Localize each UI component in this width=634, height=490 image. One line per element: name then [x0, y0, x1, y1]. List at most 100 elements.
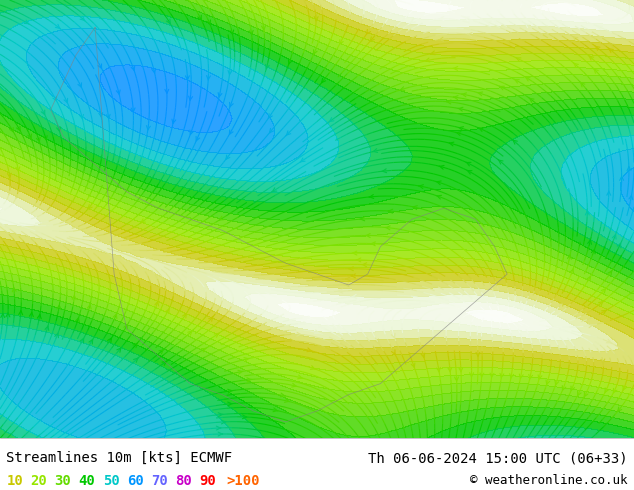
FancyArrowPatch shape	[459, 368, 463, 371]
FancyArrowPatch shape	[78, 83, 82, 87]
FancyArrowPatch shape	[516, 58, 521, 61]
FancyArrowPatch shape	[573, 37, 578, 41]
FancyArrowPatch shape	[286, 131, 290, 136]
FancyArrowPatch shape	[228, 402, 232, 406]
FancyArrowPatch shape	[462, 93, 467, 97]
FancyArrowPatch shape	[418, 185, 424, 189]
FancyArrowPatch shape	[410, 19, 415, 23]
FancyArrowPatch shape	[219, 216, 224, 220]
FancyArrowPatch shape	[117, 90, 120, 94]
FancyArrowPatch shape	[400, 87, 404, 91]
FancyArrowPatch shape	[6, 313, 10, 317]
FancyArrowPatch shape	[486, 21, 491, 25]
FancyArrowPatch shape	[134, 358, 139, 362]
Text: 20: 20	[30, 474, 47, 488]
FancyArrowPatch shape	[571, 386, 574, 391]
FancyArrowPatch shape	[328, 304, 333, 307]
FancyArrowPatch shape	[218, 413, 223, 416]
FancyArrowPatch shape	[629, 196, 633, 199]
FancyArrowPatch shape	[75, 318, 79, 322]
Text: 60: 60	[127, 474, 143, 488]
FancyArrowPatch shape	[391, 350, 395, 354]
FancyArrowPatch shape	[366, 29, 370, 34]
FancyArrowPatch shape	[1, 314, 4, 318]
FancyArrowPatch shape	[242, 415, 247, 419]
FancyArrowPatch shape	[585, 392, 588, 396]
FancyArrowPatch shape	[266, 65, 269, 69]
FancyArrowPatch shape	[172, 119, 176, 123]
FancyArrowPatch shape	[307, 348, 312, 352]
FancyArrowPatch shape	[588, 240, 592, 245]
FancyArrowPatch shape	[159, 349, 164, 354]
FancyArrowPatch shape	[297, 375, 302, 379]
FancyArrowPatch shape	[510, 374, 514, 378]
FancyArrowPatch shape	[627, 167, 631, 171]
FancyArrowPatch shape	[188, 330, 193, 335]
FancyArrowPatch shape	[186, 76, 190, 80]
FancyArrowPatch shape	[555, 380, 559, 385]
FancyArrowPatch shape	[189, 96, 193, 100]
FancyArrowPatch shape	[588, 324, 593, 328]
FancyArrowPatch shape	[391, 333, 395, 338]
FancyArrowPatch shape	[388, 209, 392, 213]
Text: >100: >100	[226, 474, 260, 488]
FancyArrowPatch shape	[592, 249, 595, 254]
FancyArrowPatch shape	[529, 98, 534, 102]
FancyArrowPatch shape	[165, 89, 169, 93]
FancyArrowPatch shape	[494, 19, 499, 24]
FancyArrowPatch shape	[373, 148, 378, 152]
FancyArrowPatch shape	[375, 339, 378, 343]
FancyArrowPatch shape	[55, 24, 60, 29]
FancyArrowPatch shape	[567, 255, 571, 259]
FancyArrowPatch shape	[430, 51, 435, 55]
FancyArrowPatch shape	[340, 40, 343, 44]
FancyArrowPatch shape	[226, 155, 230, 159]
FancyArrowPatch shape	[29, 313, 34, 317]
FancyArrowPatch shape	[314, 330, 320, 334]
Text: Streamlines 10m [kts] ECMWF: Streamlines 10m [kts] ECMWF	[6, 451, 233, 466]
FancyArrowPatch shape	[131, 66, 134, 70]
FancyArrowPatch shape	[344, 283, 349, 287]
FancyArrowPatch shape	[307, 316, 313, 320]
FancyArrowPatch shape	[107, 114, 110, 119]
FancyArrowPatch shape	[56, 127, 60, 131]
FancyArrowPatch shape	[356, 258, 361, 262]
FancyArrowPatch shape	[214, 333, 219, 337]
FancyArrowPatch shape	[268, 114, 272, 118]
FancyArrowPatch shape	[458, 127, 463, 130]
FancyArrowPatch shape	[230, 130, 233, 134]
FancyArrowPatch shape	[602, 288, 606, 293]
FancyArrowPatch shape	[57, 305, 61, 309]
FancyArrowPatch shape	[37, 315, 41, 318]
FancyArrowPatch shape	[614, 18, 619, 22]
FancyArrowPatch shape	[131, 108, 135, 112]
FancyArrowPatch shape	[167, 19, 170, 24]
FancyArrowPatch shape	[207, 75, 210, 79]
FancyArrowPatch shape	[608, 271, 612, 275]
FancyArrowPatch shape	[525, 23, 530, 27]
FancyArrowPatch shape	[80, 339, 84, 343]
FancyArrowPatch shape	[216, 426, 221, 430]
FancyArrowPatch shape	[525, 77, 530, 81]
FancyArrowPatch shape	[453, 67, 458, 71]
FancyArrowPatch shape	[273, 408, 278, 412]
FancyArrowPatch shape	[500, 86, 505, 90]
FancyArrowPatch shape	[601, 359, 605, 363]
FancyArrowPatch shape	[570, 269, 574, 273]
Text: 40: 40	[79, 474, 95, 488]
FancyArrowPatch shape	[357, 311, 361, 316]
FancyArrowPatch shape	[371, 242, 375, 246]
FancyArrowPatch shape	[64, 98, 68, 102]
FancyArrowPatch shape	[614, 389, 617, 393]
FancyArrowPatch shape	[290, 339, 295, 343]
FancyArrowPatch shape	[117, 348, 121, 352]
FancyArrowPatch shape	[366, 234, 370, 238]
FancyArrowPatch shape	[458, 107, 463, 111]
FancyArrowPatch shape	[244, 358, 249, 362]
FancyArrowPatch shape	[99, 113, 103, 117]
FancyArrowPatch shape	[477, 92, 482, 96]
FancyArrowPatch shape	[425, 58, 430, 62]
FancyArrowPatch shape	[207, 20, 210, 24]
FancyArrowPatch shape	[480, 373, 484, 377]
FancyArrowPatch shape	[152, 69, 156, 73]
